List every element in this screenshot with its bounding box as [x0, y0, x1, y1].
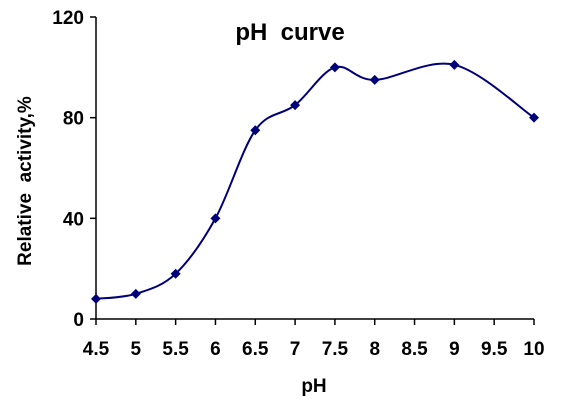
y-tick-label: 0 [73, 310, 84, 331]
y-tick-label: 80 [63, 109, 84, 130]
chart-title: pH curve [235, 19, 344, 46]
y-tick-label: 40 [63, 209, 84, 230]
data-point-marker [329, 62, 340, 73]
x-tick-label: 6.5 [242, 339, 269, 360]
data-point-marker [449, 59, 460, 70]
x-tick-label: 9 [449, 339, 460, 360]
x-tick-label: 6 [210, 339, 221, 360]
x-tick-label: 7 [290, 339, 301, 360]
x-tick-label: 5.5 [162, 339, 189, 360]
data-point-marker [91, 293, 101, 304]
y-tick-label: 120 [52, 8, 84, 29]
x-tick-label: 7.5 [322, 339, 349, 360]
data-point-marker [250, 125, 261, 136]
series-line [95, 62, 535, 300]
data-point-marker [369, 74, 380, 85]
x-tick-label: 8.5 [401, 339, 428, 360]
data-point-marker [210, 213, 221, 224]
x-tick-label: 10 [523, 339, 544, 360]
data-point-marker [290, 100, 301, 111]
data-point-marker [170, 268, 181, 279]
data-point-marker [130, 288, 141, 299]
x-tick-label: 5 [131, 339, 142, 360]
x-tick-label: 4.5 [83, 339, 110, 360]
y-axis-label: Relative activity,% [15, 96, 36, 266]
x-axis-label: pH [301, 376, 326, 397]
x-tick-label: 9.5 [481, 339, 508, 360]
data-point-marker [529, 112, 539, 123]
x-tick-label: 8 [369, 339, 380, 360]
